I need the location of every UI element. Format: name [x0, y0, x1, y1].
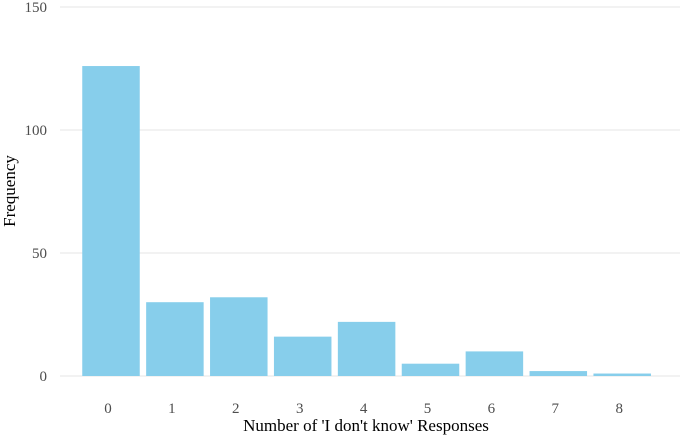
bar-4 [337, 321, 396, 376]
bar-0 [82, 66, 140, 376]
bar-3 [273, 336, 332, 376]
bar-2 [210, 297, 268, 376]
bar-7 [529, 371, 588, 376]
y-tick-label: 150 [25, 0, 48, 16]
x-tick-label: 0 [104, 401, 112, 417]
bars [82, 66, 651, 376]
x-tick-label: 8 [615, 401, 623, 417]
x-tick-label: 1 [168, 401, 176, 417]
x-tick-label: 4 [360, 401, 368, 417]
y-tick-label: 0 [40, 369, 48, 385]
y-axis-ticks: 0 50 100 150 [25, 0, 48, 385]
x-tick-label: 2 [232, 401, 240, 417]
y-tick-label: 50 [32, 246, 47, 262]
bar-1 [146, 302, 204, 376]
x-tick-label: 5 [424, 401, 432, 417]
bar-8 [593, 373, 651, 376]
bar-5 [401, 363, 460, 376]
x-tick-label: 7 [552, 401, 560, 417]
bar-6 [465, 351, 524, 376]
x-tick-label: 6 [488, 401, 496, 417]
y-axis-title: Frequency [0, 155, 19, 227]
y-tick-label: 100 [25, 123, 48, 139]
x-tick-label: 3 [296, 401, 304, 417]
x-axis-title: Number of 'I don't know' Responses [243, 416, 489, 435]
x-axis-ticks: 0 1 2 3 4 5 6 7 8 [104, 401, 623, 417]
